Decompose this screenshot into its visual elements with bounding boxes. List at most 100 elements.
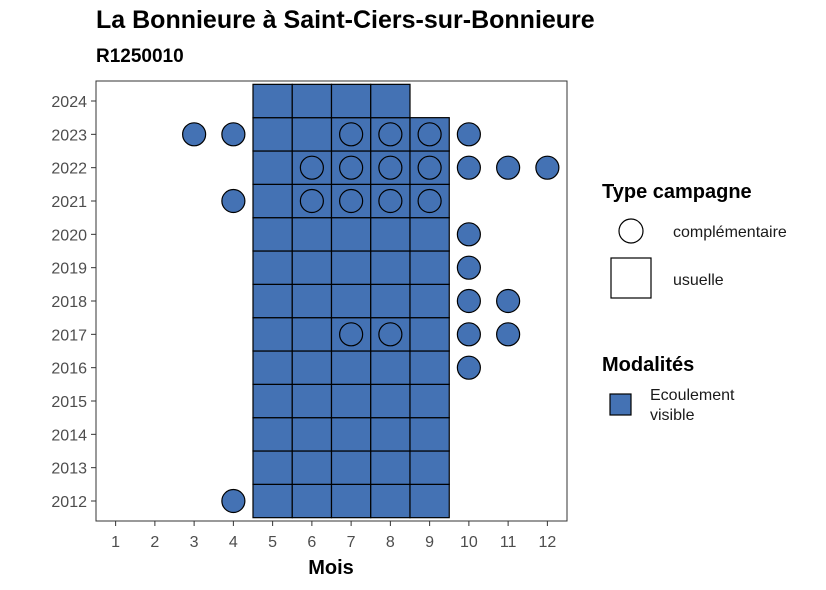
cell-usuelle-2013-7: [330, 450, 372, 485]
cell-usuelle-2021-5: [252, 183, 293, 219]
y-tick-label-2022: 2022: [51, 161, 87, 178]
legend-square-icon: [610, 257, 652, 299]
point-complementaire-2019-10: [456, 255, 481, 280]
cell-usuelle-2012-7: [330, 483, 372, 519]
cell-usuelle-2019-6: [291, 250, 333, 285]
cell-usuelle-2015-8: [370, 383, 411, 419]
point-complementaire-2023-4: [221, 122, 246, 147]
cell-usuelle-2020-5: [252, 217, 293, 252]
legend-label-usuelle: usuelle: [673, 272, 724, 289]
point-complementaire-2022-10: [456, 155, 481, 180]
cell-usuelle-2024-6: [291, 83, 333, 119]
cell-usuelle-2016-8: [370, 350, 411, 385]
legend-label-ecoulement-visible: Ecoulement visible: [650, 387, 735, 424]
cell-usuelle-2013-6: [291, 450, 333, 485]
cell-usuelle-2018-8: [370, 283, 411, 319]
cell-usuelle-2015-6: [291, 383, 333, 419]
point-complementaire-2018-10: [456, 288, 481, 314]
x-tick-label-12: 12: [538, 534, 556, 551]
x-tick-label-7: 7: [347, 534, 356, 551]
cell-usuelle-2023-6: [291, 117, 333, 152]
plot-area: 1 2 3 4 5 6 7 8 9 10 11 122012201320142015201620172…: [51, 80, 568, 551]
x-tick-label-9: 9: [425, 534, 434, 551]
cell-usuelle-2012-6: [291, 483, 333, 519]
point-complementaire-2022-6: [299, 155, 324, 180]
point-complementaire-2022-9: [417, 155, 442, 180]
chart-subtitle: R1250010: [96, 46, 184, 67]
x-tick-label-1: 1: [111, 534, 120, 551]
y-tick-label-2017: 2017: [51, 327, 87, 344]
point-complementaire-2021-8: [378, 188, 403, 214]
chart-title: La Bonnieure à Saint-Ciers-sur-Bonnieure: [96, 6, 595, 34]
legend-circle-icon: [618, 218, 644, 244]
cell-usuelle-2022-5: [252, 150, 293, 185]
cell-usuelle-2013-8: [370, 450, 411, 485]
cell-usuelle-2018-5: [252, 283, 293, 319]
cell-usuelle-2023-5: [252, 117, 293, 152]
cell-usuelle-2020-7: [330, 217, 372, 252]
legend-modalites: Modalités Ecoulement visible: [602, 354, 735, 424]
point-complementaire-2018-11: [496, 288, 521, 314]
y-tick-label-2018: 2018: [51, 294, 87, 311]
cell-usuelle-2020-6: [291, 217, 333, 252]
cell-usuelle-2014-7: [330, 417, 372, 452]
cell-usuelle-2018-7: [330, 283, 372, 319]
cell-usuelle-2013-9: [409, 450, 450, 485]
cell-usuelle-2019-5: [252, 250, 293, 285]
y-tick-label-2019: 2019: [51, 261, 87, 278]
x-tick-label-4: 4: [229, 534, 238, 551]
cell-usuelle-2017-5: [252, 317, 293, 352]
point-complementaire-2023-7: [339, 122, 364, 147]
legend-label-complementaire: complémentaire: [673, 224, 787, 241]
cell-usuelle-2020-9: [409, 217, 450, 252]
cell-usuelle-2018-9: [409, 283, 450, 319]
cell-usuelle-2019-9: [409, 250, 450, 285]
cell-usuelle-2016-6: [291, 350, 333, 385]
cell-usuelle-2014-9: [409, 417, 450, 452]
point-complementaire-2021-4: [221, 188, 246, 214]
cell-usuelle-2016-7: [330, 350, 372, 385]
cell-usuelle-2016-5: [252, 350, 293, 385]
y-tick-label-2023: 2023: [51, 127, 87, 144]
cell-usuelle-2012-9: [409, 483, 450, 519]
y-tick-label-2014: 2014: [51, 427, 87, 444]
point-complementaire-2022-7: [339, 155, 364, 180]
x-tick-label-8: 8: [386, 534, 395, 551]
legend-modalites-title: Modalités: [602, 354, 694, 376]
x-tick-label-5: 5: [268, 534, 277, 551]
point-complementaire-2021-6: [299, 188, 324, 214]
point-complementaire-2022-8: [378, 155, 403, 180]
point-complementaire-2017-8: [378, 322, 403, 347]
y-tick-label-2024: 2024: [51, 94, 87, 111]
point-complementaire-2023-3: [182, 122, 207, 147]
x-tick-label-3: 3: [190, 534, 199, 551]
point-complementaire-2017-7: [339, 322, 364, 347]
y-tick-label-2012: 2012: [51, 494, 87, 511]
cell-usuelle-2024-8: [370, 83, 411, 119]
point-complementaire-2021-9: [417, 188, 442, 214]
y-tick-label-2021: 2021: [51, 194, 87, 211]
cell-usuelle-2014-8: [370, 417, 411, 452]
point-complementaire-2012-4: [221, 488, 246, 514]
cell-usuelle-2012-5: [252, 483, 293, 519]
x-axis-title: Mois: [308, 557, 354, 579]
point-complementaire-2023-8: [378, 122, 403, 147]
y-tick-label-2016: 2016: [51, 361, 87, 378]
x-tick-label-2: 2: [150, 534, 159, 551]
point-complementaire-2022-12: [535, 155, 560, 180]
cell-usuelle-2024-7: [330, 83, 372, 119]
legend-type-campagne: Type campagne complémentaire usuelle: [602, 181, 787, 299]
legend-label-line-1: Ecoulement: [650, 387, 735, 404]
cell-usuelle-2018-6: [291, 283, 333, 319]
cell-usuelle-2015-7: [330, 383, 372, 419]
cell-usuelle-2014-5: [252, 417, 293, 452]
legend-label-line-2: visible: [650, 407, 695, 424]
point-complementaire-2016-10: [456, 355, 481, 380]
cell-usuelle-2017-9: [409, 317, 450, 352]
point-complementaire-2017-11: [496, 322, 521, 347]
y-tick-label-2020: 2020: [51, 227, 87, 244]
cell-usuelle-2016-9: [409, 350, 450, 385]
cell-usuelle-2012-8: [370, 483, 411, 519]
x-tick-label-10: 10: [460, 534, 478, 551]
